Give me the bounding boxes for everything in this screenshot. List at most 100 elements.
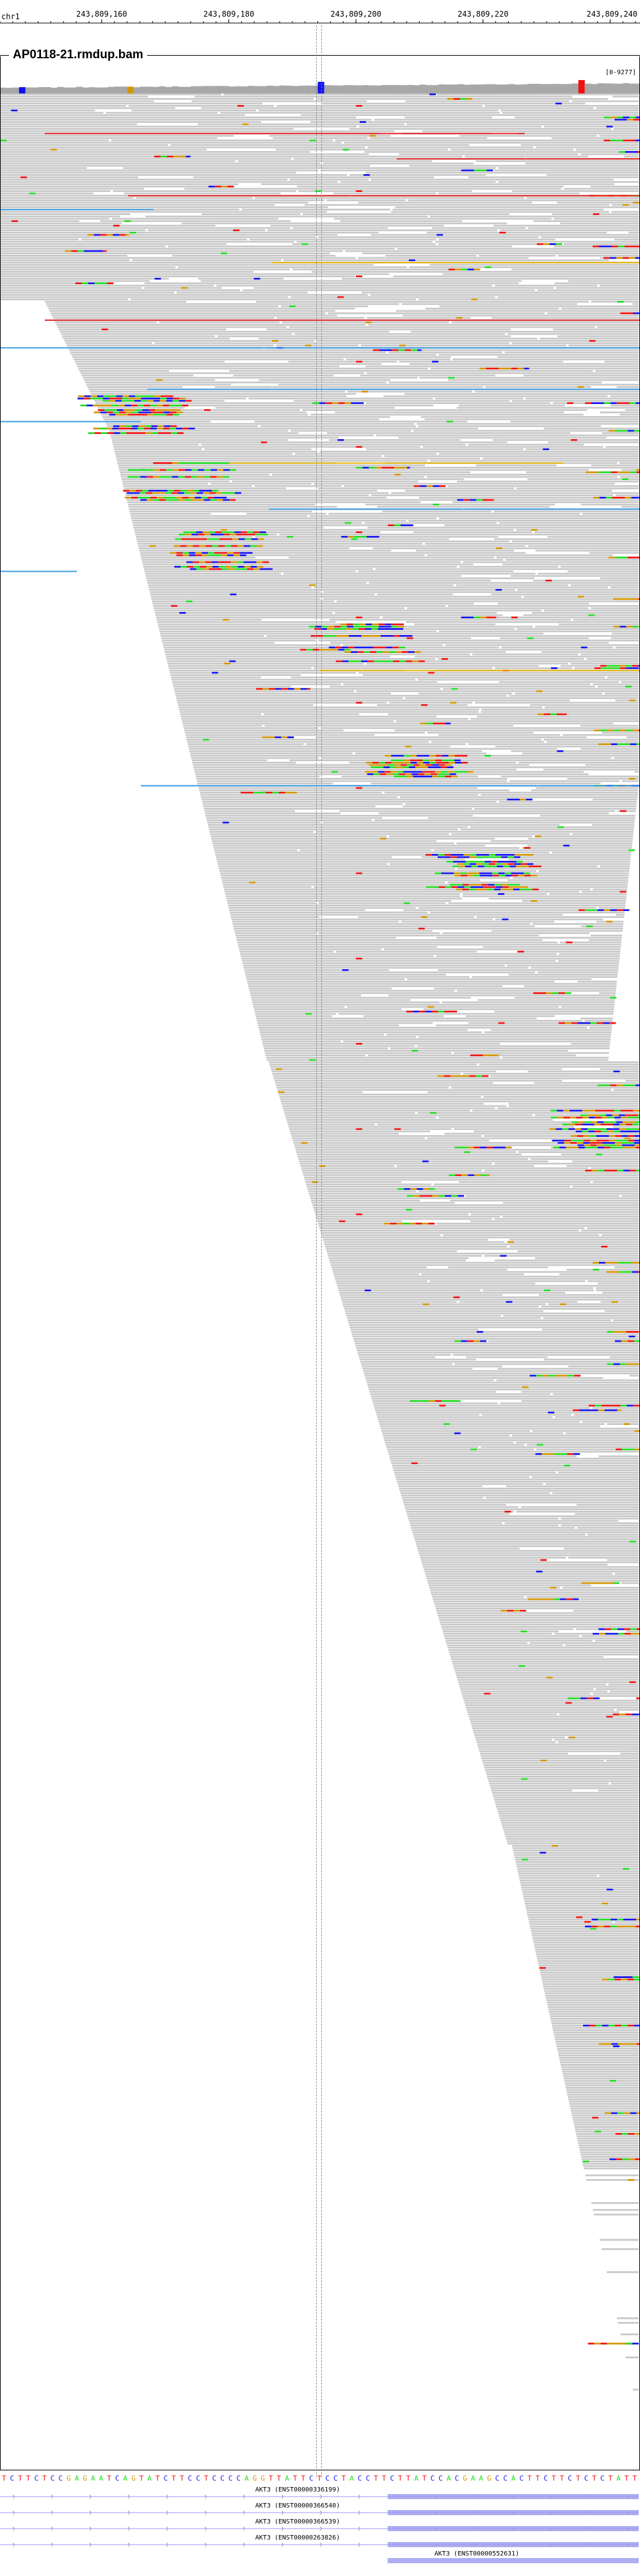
aligned-read[interactable] (579, 2149, 639, 2151)
aligned-read[interactable] (457, 1678, 639, 1681)
mismatch-base[interactable] (196, 568, 203, 570)
mismatch-base[interactable] (498, 872, 505, 874)
mismatch-base[interactable] (342, 969, 349, 971)
mismatch-base[interactable] (614, 1109, 621, 1112)
mismatch-base[interactable] (544, 713, 550, 716)
mismatch-base[interactable] (561, 1374, 568, 1377)
mismatch-base[interactable] (610, 140, 617, 141)
aligned-read[interactable] (497, 356, 639, 358)
mismatch-base[interactable] (627, 312, 633, 314)
aligned-read[interactable] (527, 1916, 639, 1919)
mismatch-base[interactable] (467, 1147, 474, 1148)
mismatch-base[interactable] (584, 1022, 591, 1024)
aligned-read[interactable] (209, 831, 314, 833)
aligned-read[interactable] (196, 780, 508, 782)
mismatch-base[interactable] (617, 2112, 624, 2114)
mismatch-base[interactable] (593, 497, 600, 499)
mismatch-base[interactable] (575, 1128, 582, 1131)
mismatch-base[interactable] (461, 169, 468, 172)
mismatch-base[interactable] (103, 250, 109, 252)
mismatch-base[interactable] (422, 1303, 429, 1305)
aligned-read[interactable] (240, 953, 557, 955)
aligned-read[interactable] (551, 2022, 639, 2024)
aligned-read[interactable] (358, 916, 474, 918)
aligned-read[interactable] (87, 386, 183, 388)
aligned-read[interactable] (556, 2045, 639, 2047)
aligned-read[interactable] (564, 1547, 639, 1550)
aligned-read[interactable] (0, 294, 368, 296)
aligned-read[interactable] (234, 928, 623, 930)
aligned-read[interactable] (543, 1985, 639, 1988)
mismatch-base[interactable] (447, 759, 454, 762)
mismatch-base[interactable] (595, 1154, 602, 1155)
aligned-read[interactable] (297, 1154, 522, 1155)
mismatch-base[interactable] (518, 1665, 525, 1667)
mismatch-base[interactable] (242, 533, 249, 536)
aligned-read[interactable] (255, 536, 377, 538)
mismatch-base[interactable] (632, 1123, 639, 1125)
insertion-marker[interactable] (45, 133, 525, 134)
aligned-read[interactable] (553, 328, 639, 330)
mismatch-base[interactable] (539, 1967, 546, 1969)
mismatch-base[interactable] (397, 771, 404, 773)
mismatch-base[interactable] (360, 121, 366, 123)
mismatch-base[interactable] (463, 854, 470, 856)
mismatch-base[interactable] (171, 605, 178, 607)
aligned-read[interactable] (479, 1750, 639, 1753)
mismatch-base[interactable] (207, 538, 214, 540)
aligned-read[interactable] (276, 1084, 639, 1086)
mismatch-base[interactable] (137, 405, 144, 407)
aligned-read[interactable] (362, 252, 639, 255)
aligned-read[interactable] (292, 227, 388, 229)
aligned-read[interactable] (300, 114, 639, 117)
mismatch-base[interactable] (584, 1144, 591, 1147)
mismatch-base[interactable] (106, 411, 113, 414)
mismatch-base[interactable] (354, 536, 360, 538)
aligned-read[interactable] (180, 713, 262, 716)
mismatch-base[interactable] (564, 1465, 571, 1467)
mismatch-base[interactable] (497, 865, 504, 867)
aligned-read[interactable] (298, 190, 472, 192)
mismatch-base[interactable] (634, 1430, 640, 1432)
mismatch-base[interactable] (216, 492, 223, 494)
mismatch-base[interactable] (589, 2024, 596, 2027)
mismatch-base[interactable] (609, 1022, 616, 1024)
aligned-read[interactable] (157, 621, 336, 624)
mismatch-base[interactable] (403, 766, 409, 768)
aligned-read[interactable] (214, 851, 550, 854)
aligned-read[interactable] (253, 1008, 402, 1010)
aligned-read[interactable] (230, 916, 319, 918)
aligned-read[interactable] (313, 1206, 639, 1209)
aligned-read[interactable] (516, 487, 639, 490)
mismatch-base[interactable] (256, 688, 263, 690)
aligned-read[interactable] (429, 264, 639, 266)
aligned-read[interactable] (297, 186, 564, 188)
mismatch-base[interactable] (463, 499, 470, 501)
mismatch-base[interactable] (253, 568, 260, 570)
mismatch-base[interactable] (634, 1978, 640, 1981)
aligned-read[interactable] (210, 483, 312, 485)
aligned-read[interactable] (417, 1545, 639, 1547)
mismatch-base[interactable] (468, 889, 476, 890)
aligned-read[interactable] (396, 720, 639, 722)
aligned-read[interactable] (530, 1926, 639, 1928)
mismatch-base[interactable] (572, 1598, 579, 1600)
aligned-read[interactable] (72, 356, 451, 358)
aligned-read[interactable] (385, 1444, 525, 1446)
aligned-read[interactable] (465, 1015, 556, 1017)
aligned-read[interactable] (223, 883, 628, 886)
mismatch-base[interactable] (227, 552, 234, 554)
aligned-read[interactable] (184, 732, 425, 734)
aligned-read[interactable] (376, 1412, 639, 1413)
aligned-read[interactable] (577, 1527, 639, 1529)
mismatch-base[interactable] (441, 872, 448, 874)
mismatch-base[interactable] (638, 664, 640, 667)
aligned-read[interactable] (269, 134, 391, 137)
aligned-read[interactable] (461, 1690, 607, 1693)
mismatch-base[interactable] (401, 651, 408, 653)
mismatch-base[interactable] (172, 469, 179, 471)
aligned-read[interactable] (189, 750, 483, 752)
aligned-read[interactable] (566, 2087, 639, 2089)
aligned-read[interactable] (498, 181, 639, 183)
mismatch-base[interactable] (202, 554, 209, 556)
